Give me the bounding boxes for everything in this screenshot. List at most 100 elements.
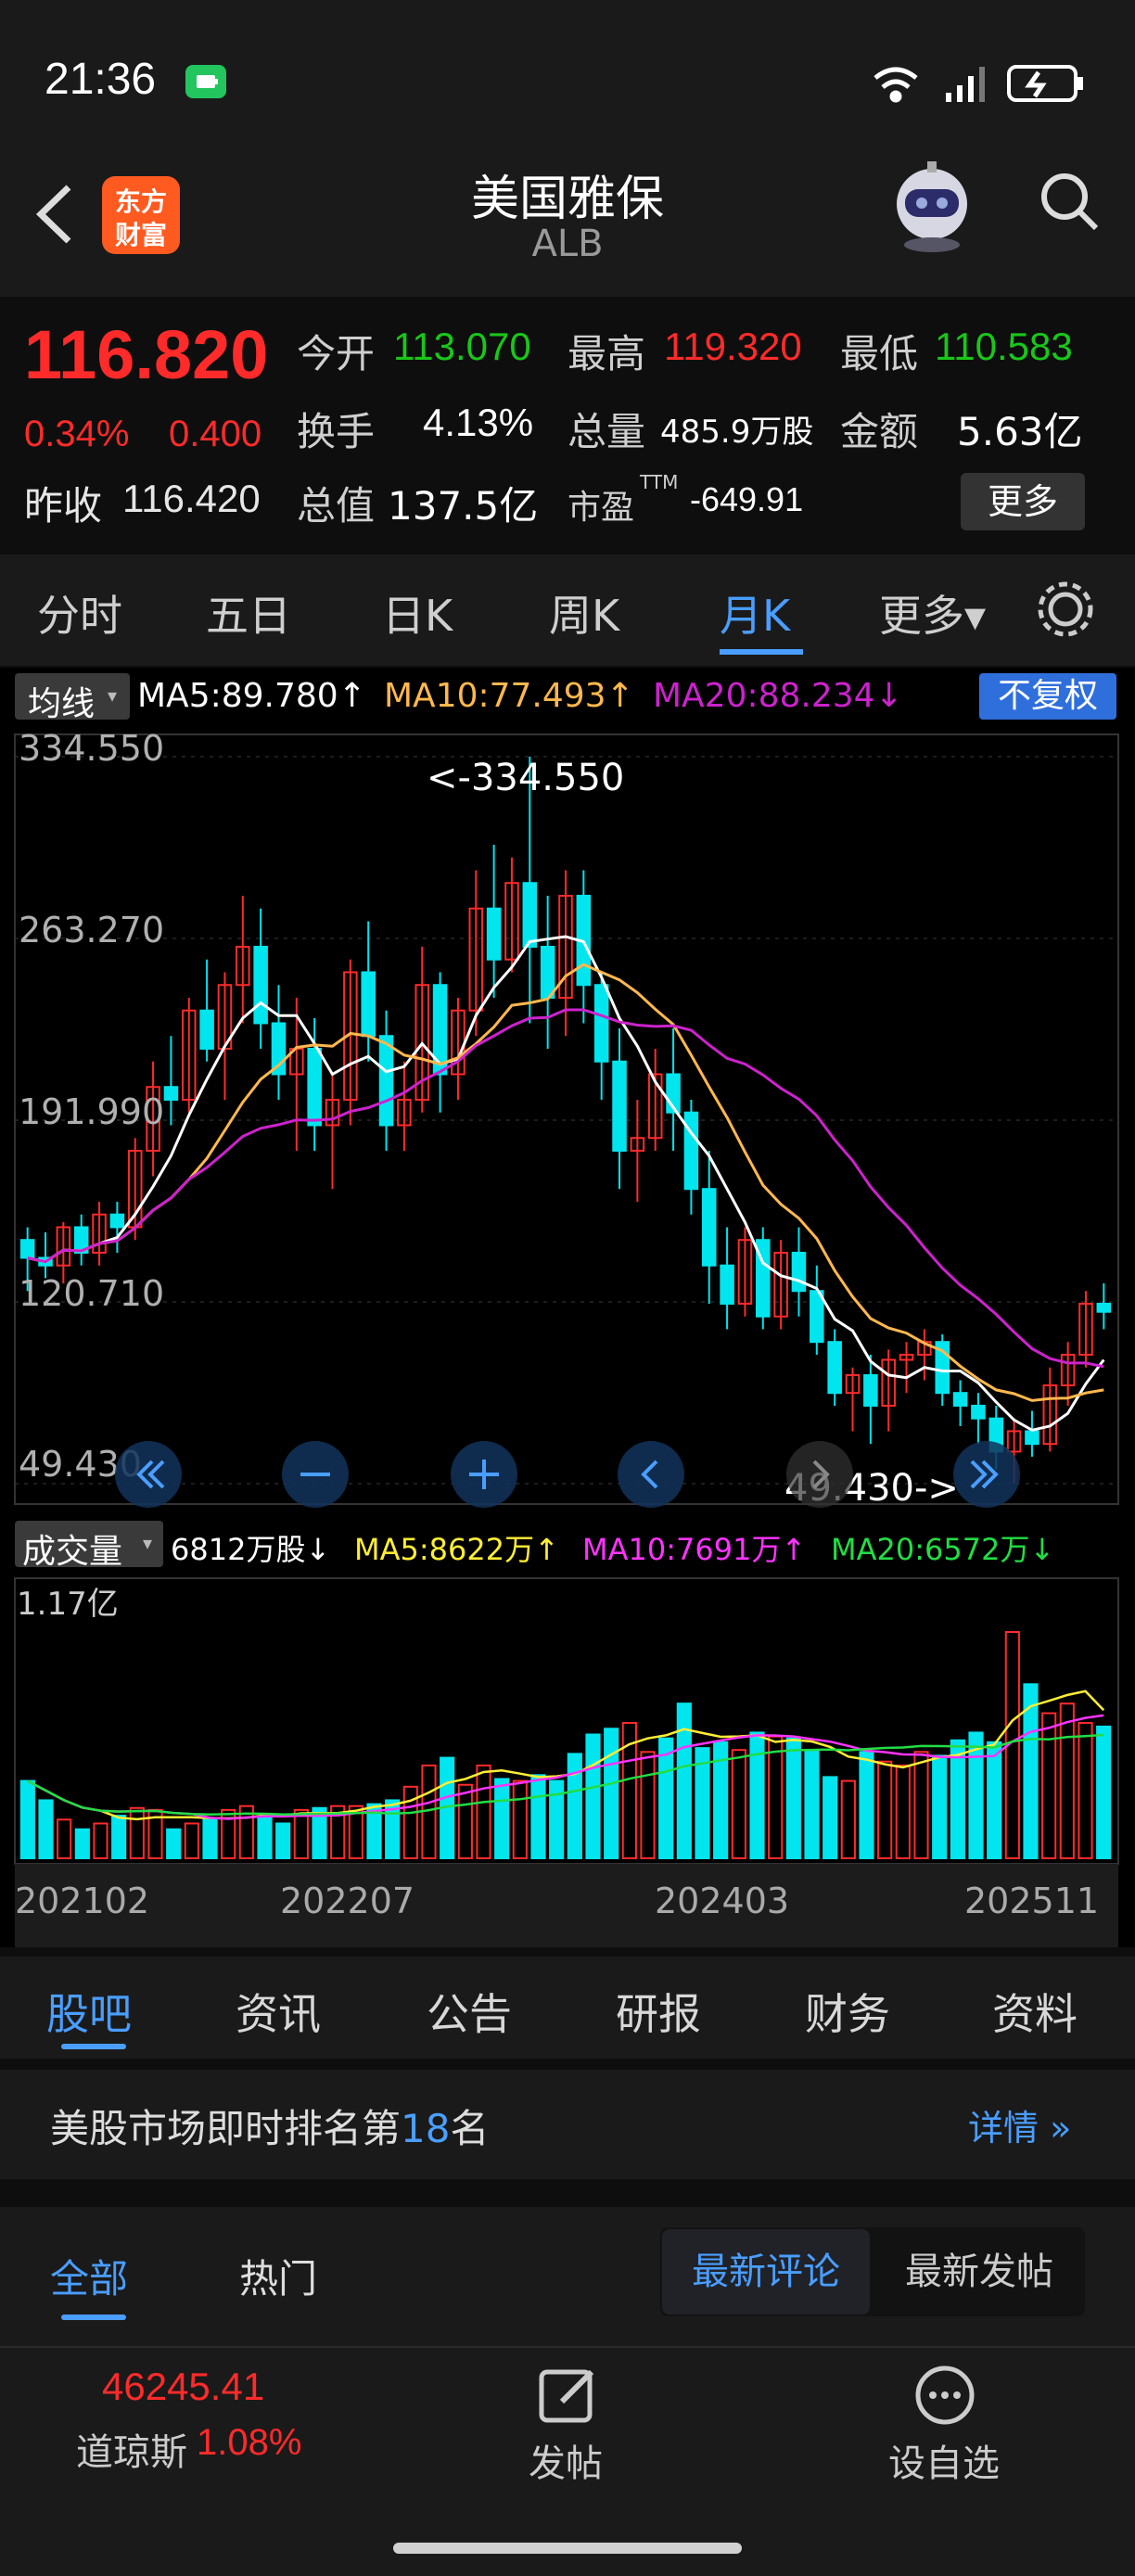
search-icon[interactable] [1037, 169, 1102, 234]
ranking-text: 美股市场即时排名第18名 [50, 2098, 489, 2154]
zoom-out-icon[interactable] [280, 1439, 351, 1510]
tab-monthly-k[interactable]: 月K [720, 591, 791, 641]
candle-body [325, 1098, 340, 1127]
open-value: 113.070 [393, 325, 531, 368]
ranking-prefix: 美股市场即时排名第 [50, 2106, 402, 2151]
volume-bar [804, 1749, 820, 1859]
volume-chart[interactable] [0, 1576, 1135, 1866]
change-percent: 0.34% [24, 414, 130, 454]
volume-ma20-line [27, 1733, 1104, 1817]
volume-bar [913, 1751, 929, 1859]
tab-financials[interactable]: 财务 [805, 1989, 890, 2039]
dropdown-caret-icon: ▾ [108, 684, 118, 707]
candle-body [378, 1035, 394, 1127]
volume-bar [658, 1737, 674, 1859]
scroll-left-icon[interactable] [616, 1439, 686, 1510]
candle-body [1042, 1384, 1058, 1446]
pe-label: 市盈 [568, 489, 635, 527]
candle-body [683, 1111, 699, 1191]
adjust-toggle-button[interactable]: 不复权 [979, 673, 1116, 720]
amount-label: 金额 [840, 409, 919, 454]
scroll-far-left-icon[interactable] [113, 1439, 184, 1510]
back-arrow-icon[interactable] [32, 182, 78, 247]
volume-bar [950, 1739, 965, 1860]
tab-forum[interactable]: 股吧 [46, 1989, 132, 2039]
more-circle-icon[interactable] [912, 2363, 977, 2428]
sort-latest-comment[interactable]: 最新评论 [662, 2229, 870, 2315]
tab-research[interactable]: 研报 [616, 1989, 701, 2039]
volume-bar [1078, 1722, 1093, 1859]
ranking-number: 18 [401, 2106, 451, 2151]
candle-body [361, 971, 376, 1038]
stock-name: 美国雅保 [470, 172, 664, 227]
filter-hot[interactable]: 热门 [239, 2256, 318, 2302]
candle-body [1060, 1353, 1076, 1386]
high-price-annotation: <-334.550 [427, 757, 625, 799]
volume-bar [348, 1804, 363, 1859]
date-tick: 202403 [655, 1881, 790, 1921]
index-value[interactable]: 46245.41 [102, 2365, 265, 2408]
battery-icon [1007, 65, 1083, 102]
candle-body [540, 945, 555, 999]
indicator-selector[interactable]: 均线 ▾ [15, 673, 130, 723]
volume-bar [184, 1822, 199, 1860]
candle-body [19, 1239, 35, 1259]
candle-body [504, 882, 519, 961]
ranking-banner[interactable] [0, 2070, 1135, 2179]
settings-gear-icon[interactable] [1035, 579, 1096, 640]
stock-ticker: ALB [531, 223, 604, 265]
tab-profile[interactable]: 资料 [992, 1989, 1078, 2039]
volume-bar [987, 1741, 1002, 1859]
tab-five-day[interactable]: 五日 [206, 591, 291, 641]
sort-latest-post[interactable]: 最新发帖 [905, 2251, 1053, 2293]
tab-daily-k[interactable]: 日K [382, 591, 453, 641]
scroll-far-right-icon[interactable] [951, 1439, 1022, 1510]
pe-ttm-superscript: TTM [640, 471, 679, 493]
tab-weekly-k[interactable]: 周K [549, 591, 620, 641]
volume-bar [111, 1815, 127, 1859]
volume-bar [366, 1803, 382, 1860]
date-tick: 202207 [280, 1881, 415, 1921]
volume-bar [238, 1804, 254, 1859]
candle-body [558, 894, 573, 999]
ranking-suffix: 名 [450, 2106, 490, 2151]
candle-body [1096, 1302, 1112, 1313]
volume-bar [823, 1776, 838, 1860]
y-tick-label: 263.270 [19, 910, 164, 950]
scroll-right-icon[interactable] [784, 1439, 855, 1510]
tab-more-periods[interactable]: 更多▾ [879, 591, 987, 641]
volume-bar [567, 1753, 582, 1859]
candle-body [432, 984, 448, 1076]
ranking-detail-link[interactable]: 详情 » [968, 2099, 1071, 2150]
compose-post-icon[interactable] [536, 2363, 601, 2428]
robot-assistant-icon[interactable] [881, 156, 983, 258]
tab-news[interactable]: 资讯 [236, 1989, 321, 2039]
filter-all[interactable]: 全部 [50, 2256, 129, 2302]
app-logo[interactable]: 东方 财富 [102, 176, 180, 254]
candle-body [845, 1373, 861, 1395]
tab-intraday[interactable]: 分时 [37, 591, 122, 641]
candle-body [109, 1213, 125, 1229]
volume-ma10-legend: MA10:7691万↑ [582, 1532, 807, 1567]
add-watchlist-label[interactable]: 设自选 [888, 2442, 1000, 2485]
dropdown-caret-icon: ▾ [143, 1532, 153, 1554]
home-indicator[interactable] [393, 2543, 742, 2554]
ma10-legend: MA10:77.493↑ [384, 677, 634, 715]
candle-body [701, 1188, 717, 1267]
candle-body [952, 1392, 968, 1407]
volume-bar [129, 1806, 145, 1859]
tab-announcements[interactable]: 公告 [427, 1989, 512, 2039]
candle-body [971, 1404, 986, 1420]
candle-body [236, 945, 250, 987]
candle-body [773, 1251, 788, 1318]
more-quote-button[interactable]: 更多 [961, 473, 1085, 530]
volume-bar [57, 1818, 72, 1859]
compose-post-label[interactable]: 发帖 [529, 2442, 603, 2485]
zoom-in-icon[interactable] [449, 1439, 519, 1510]
ma5-legend: MA5:89.780↑ [137, 677, 366, 715]
volume-indicator-selector[interactable]: 成交量 ▾ [15, 1521, 163, 1571]
candle-body [1025, 1430, 1039, 1446]
volume-bar [695, 1747, 710, 1859]
y-tick-label: 120.710 [19, 1273, 164, 1314]
